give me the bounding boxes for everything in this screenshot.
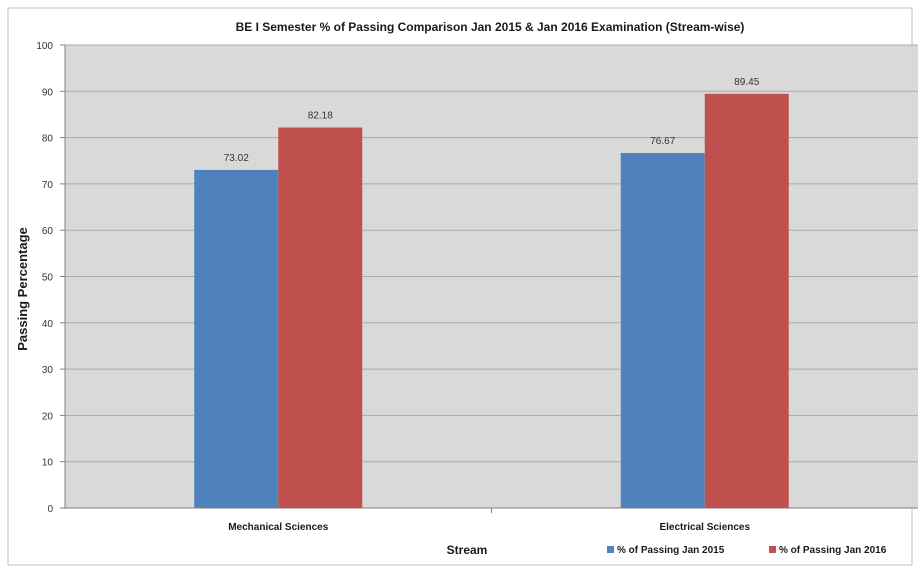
legend-swatch — [769, 546, 776, 553]
y-tick-label: 50 — [42, 273, 54, 284]
y-tick-label: 90 — [42, 87, 54, 98]
y-tick-label: 70 — [42, 180, 54, 191]
x-tick-label: Mechanical Sciences — [228, 522, 328, 533]
y-tick-label: 60 — [42, 226, 54, 237]
data-label: 89.45 — [734, 77, 759, 88]
bar — [620, 153, 705, 509]
y-tick-label: 100 — [36, 41, 53, 52]
y-tick-label: 10 — [42, 458, 54, 469]
chart-title: BE I Semester % of Passing Comparison Ja… — [236, 20, 745, 34]
legend-label: % of Passing Jan 2016 — [779, 545, 887, 556]
plot-area: 0 10 20 30 40 50 60 70 80 90 100 73.02 82.18 Mechanic… — [36, 41, 918, 533]
data-label: 82.18 — [308, 111, 333, 122]
x-tick-label: Electrical Sciences — [659, 522, 750, 533]
bar — [278, 127, 363, 509]
legend: % of Passing Jan 2015 % of Passing Jan 20… — [607, 545, 887, 556]
y-tick-label: 0 — [47, 504, 53, 515]
data-label: 73.02 — [224, 153, 249, 164]
legend-label: % of Passing Jan 2015 — [617, 545, 725, 556]
legend-swatch — [607, 546, 614, 553]
bar — [194, 169, 279, 508]
y-tick-label: 40 — [42, 319, 54, 330]
y-tick-label: 30 — [42, 365, 54, 376]
y-tick-label: 20 — [42, 411, 54, 422]
y-axis-title: Passing Percentage — [15, 227, 30, 351]
x-axis-title: Stream — [447, 543, 488, 557]
y-tick-label: 80 — [42, 134, 54, 145]
bar — [704, 93, 789, 508]
data-label: 76.67 — [650, 136, 675, 147]
